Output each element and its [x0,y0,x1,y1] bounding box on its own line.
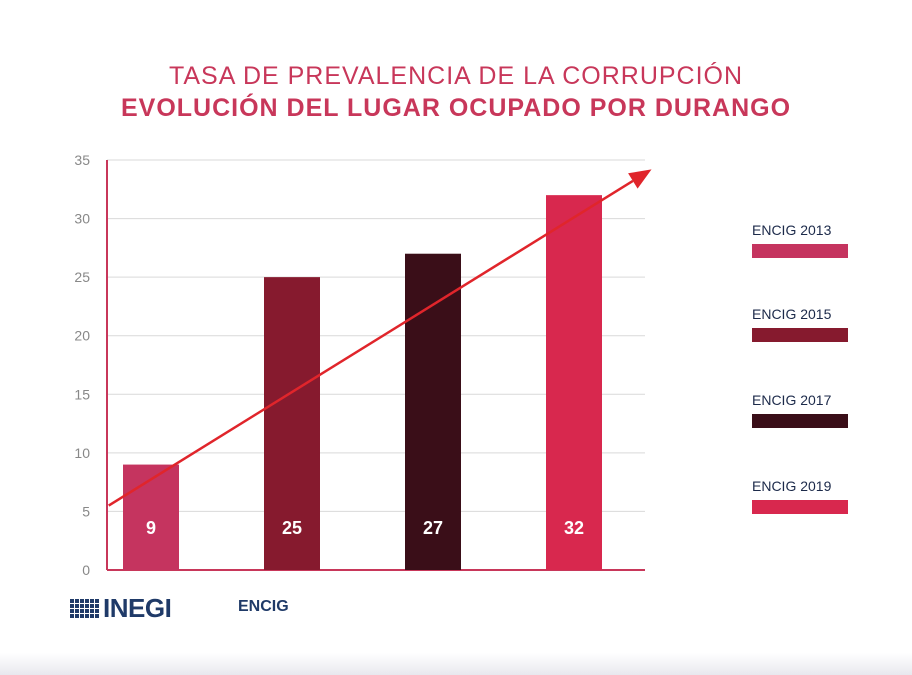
inegi-dots-icon [70,599,99,618]
bottom-fade [0,653,912,675]
y-tick-label: 35 [74,152,90,168]
inegi-logo-text: INEGI [103,593,172,623]
legend-item-2019: ENCIG 2019 [752,478,848,514]
bars [123,195,602,570]
y-tick-label: 25 [74,269,90,285]
bar-encig-2017 [405,253,461,570]
trend-arrow-line [108,179,634,507]
legend-label: ENCIG 2013 [752,222,832,238]
bar-value-label: 27 [423,518,443,538]
bar-value-label: 9 [146,518,156,538]
y-tick-label: 15 [74,386,90,402]
bar-encig-2013 [123,464,179,570]
legend-swatch [752,500,848,514]
bar-value-labels: 9 25 27 32 [146,518,584,538]
trend-arrow [108,169,652,507]
inegi-logo: INEGI [70,593,172,624]
bar-encig-2015 [264,277,320,570]
legend-item-2013: ENCIG 2013 [752,222,848,258]
legend-label: ENCIG 2015 [752,306,832,322]
chart-title: TASA DE PREVALENCIA DE LA CORRUPCIÓN [168,62,744,90]
source-label: ENCIG [238,598,289,615]
y-tick-label: 0 [82,562,90,578]
legend-item-2015: ENCIG 2015 [752,306,848,342]
legend-label: ENCIG 2019 [752,478,832,494]
bar-value-label: 25 [282,518,302,538]
legend-swatch [752,414,848,428]
y-tick-label: 20 [74,328,90,344]
bar-encig-2019 [546,195,602,570]
bar-value-label: 32 [564,518,584,538]
legend-label: ENCIG 2017 [752,392,832,408]
legend-swatch [752,244,848,258]
legend-swatch [752,328,848,342]
trend-arrow-head [628,169,652,189]
y-tick-label: 5 [82,503,90,519]
y-tick-label: 10 [74,445,90,461]
chart-subtitle: EVOLUCIÓN DEL LUGAR OCUPADO POR DURANGO [120,94,792,122]
y-tick-label: 30 [74,211,90,227]
y-axis-ticks: 0 5 10 15 20 25 30 35 [74,152,90,578]
legend-item-2017: ENCIG 2017 [752,392,848,428]
